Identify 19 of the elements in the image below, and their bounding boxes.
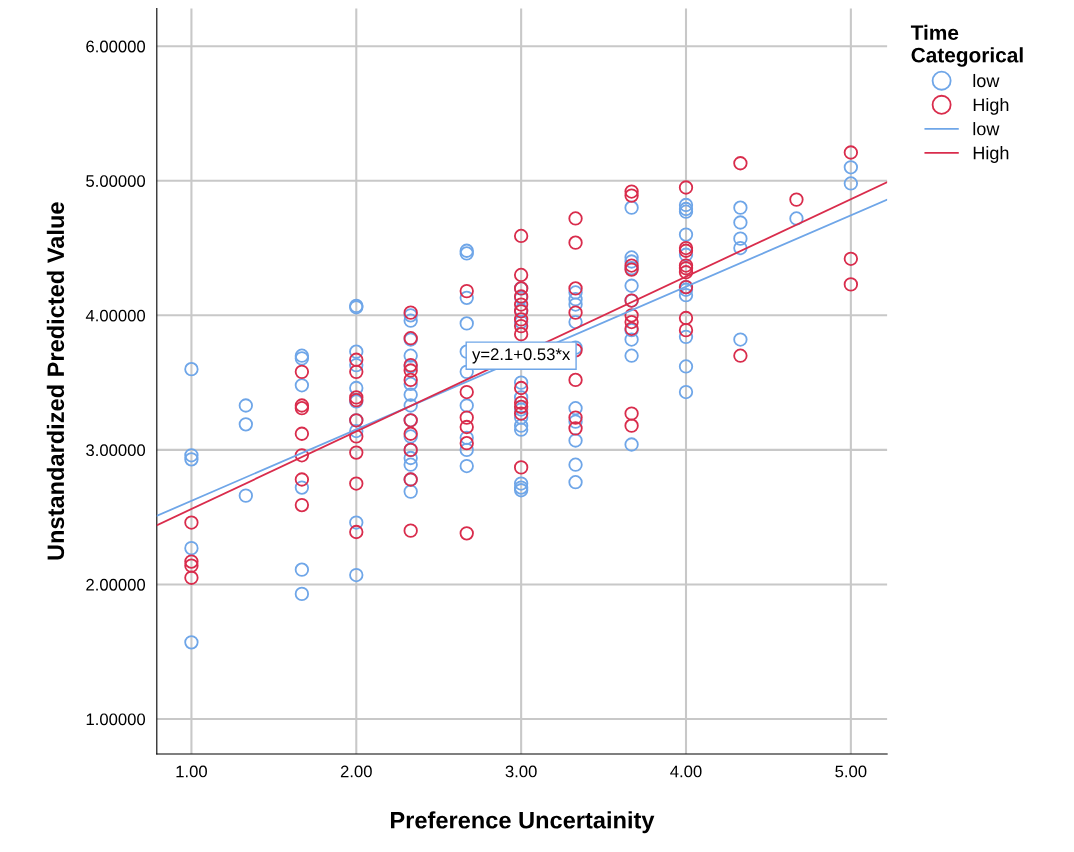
legend-title: Time Categorical bbox=[910, 24, 1023, 67]
x-tick-label: 5.00 bbox=[835, 765, 867, 778]
y-tick-label: 4.00000 bbox=[85, 309, 146, 322]
x-tick-label: 4.00 bbox=[670, 765, 702, 778]
x-axis-title: Preference Uncertainity bbox=[391, 811, 655, 834]
y-tick-label: 6.00000 bbox=[86, 40, 146, 53]
legend-label: low bbox=[973, 122, 1000, 136]
legend-label: High bbox=[973, 146, 1009, 163]
x-tick-label: 3.00 bbox=[505, 765, 537, 778]
y-tick-label: 1.00000 bbox=[86, 713, 146, 726]
y-tick-label: 2.00000 bbox=[86, 578, 146, 591]
y-tick-label: 3.00000 bbox=[86, 444, 146, 457]
legend-label: High bbox=[973, 98, 1009, 115]
annotation: y=2.1+0.53*x bbox=[472, 348, 571, 364]
x-tick-label: 1.00 bbox=[176, 765, 207, 778]
legend-label: low bbox=[973, 73, 1000, 88]
y-axis-title: Unstandardized Predicted Value bbox=[46, 202, 65, 560]
y-tick-label: 5.00000 bbox=[86, 175, 146, 187]
x-tick-label: 2.00 bbox=[340, 765, 372, 778]
